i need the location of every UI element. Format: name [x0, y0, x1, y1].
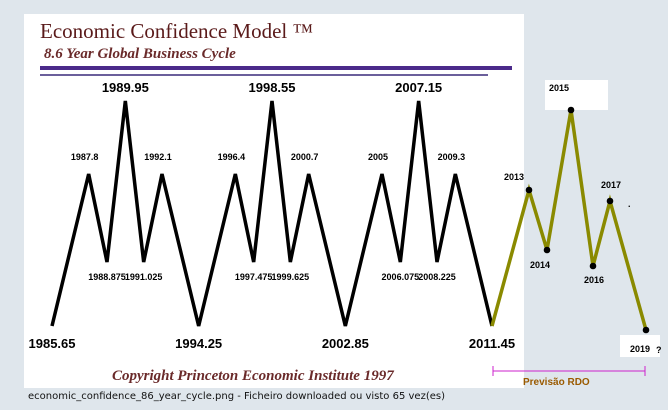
ecm-label-2011-45: 2011.45	[469, 336, 515, 351]
ecm-label-1987-8: 1987.8	[71, 152, 99, 162]
ecm-label-2000-7: 2000.7	[291, 152, 319, 162]
ecm-label-1999-625: 1999.625	[272, 272, 310, 282]
projection-point-2014	[543, 246, 551, 254]
ecm-label-2002-85: 2002.85	[322, 336, 369, 351]
ecm-label-2009-3: 2009.3	[438, 152, 466, 162]
ecm-cycle-line	[50, 100, 494, 327]
projection-label-2017: 2017	[601, 180, 621, 190]
ecm-label-1985-65: 1985.65	[29, 336, 76, 351]
chart-panel-background	[24, 14, 524, 388]
chart-title: Economic Confidence Model ™	[40, 19, 313, 43]
ecm-label-2007-15: 2007.15	[395, 80, 442, 95]
projection-point-2019	[642, 326, 650, 334]
ecm-label-1988-875: 1988.875	[88, 272, 126, 282]
ecm-label-1998-55: 1998.55	[249, 80, 296, 95]
ecm-label-2005: 2005	[368, 152, 388, 162]
ecm-label-2006-075: 2006.075	[382, 272, 420, 282]
projection-question-mark: ?	[656, 345, 662, 355]
ecm-label-2008-225: 2008.225	[418, 272, 456, 282]
ecm-label-1991-025: 1991.025	[125, 272, 163, 282]
projection-point-2016	[589, 262, 597, 270]
ecm-label-1994-25: 1994.25	[175, 336, 222, 351]
label-backdrop-2015	[545, 80, 608, 110]
chart-subtitle: 8.6 Year Global Business Cycle	[44, 46, 236, 62]
ecm-label-1989-95: 1989.95	[102, 80, 149, 95]
projection-point-2017	[606, 197, 614, 205]
projection-label-2013: 2013	[504, 172, 524, 182]
projection-label-2014: 2014	[530, 260, 550, 270]
file-caption: economic_confidence_86_year_cycle.png - …	[28, 391, 445, 402]
legend-label: Previsão RDO	[523, 377, 590, 388]
ecm-series: 1985.65 1987.8 1988.875 1989.95 1991.025 1992…	[29, 80, 516, 351]
projection-dot-mark: .	[628, 199, 631, 209]
projection-series: 2013 2014 2015 2016 2017 2019?.	[490, 83, 662, 355]
projection-label-2015: 2015	[549, 83, 569, 93]
ecm-label-1997-475: 1997.475	[235, 272, 273, 282]
ecm-label-1992-1: 1992.1	[144, 152, 172, 162]
projection-label-2019: 2019	[630, 344, 650, 354]
projection-point-2013	[525, 186, 533, 194]
ecm-label-1996-4: 1996.4	[218, 152, 246, 162]
projection-point-2015	[567, 106, 575, 114]
chart-copyright: Copyright Princeton Economic Institute 1…	[112, 368, 394, 384]
label-backdrop-2019	[620, 335, 660, 357]
projection-label-2016: 2016	[584, 275, 604, 285]
